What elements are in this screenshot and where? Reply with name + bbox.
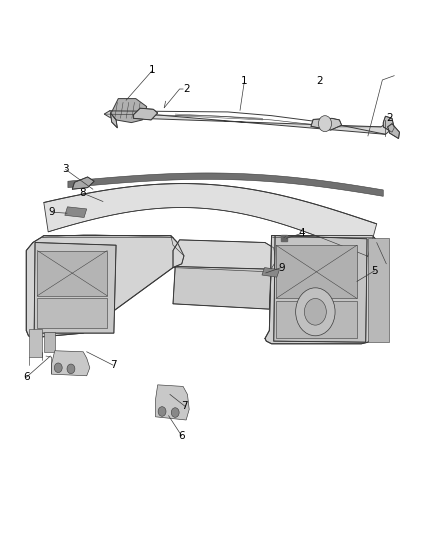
Polygon shape bbox=[110, 99, 147, 123]
Text: 7: 7 bbox=[181, 401, 188, 411]
Polygon shape bbox=[262, 268, 279, 277]
Bar bbox=[276, 245, 357, 298]
Bar bbox=[44, 332, 55, 352]
Text: 5: 5 bbox=[371, 266, 378, 276]
Text: 9: 9 bbox=[48, 207, 55, 217]
Bar bbox=[37, 298, 107, 328]
Polygon shape bbox=[44, 183, 377, 256]
Polygon shape bbox=[173, 266, 272, 309]
Circle shape bbox=[318, 116, 332, 132]
Bar bbox=[368, 238, 389, 342]
Circle shape bbox=[296, 288, 335, 336]
Polygon shape bbox=[52, 351, 90, 376]
Polygon shape bbox=[72, 177, 94, 189]
Bar bbox=[37, 251, 107, 296]
Text: 2: 2 bbox=[386, 114, 393, 123]
Circle shape bbox=[304, 298, 326, 325]
Polygon shape bbox=[311, 118, 342, 130]
Bar bbox=[276, 301, 357, 338]
Text: 6: 6 bbox=[178, 431, 185, 441]
Bar bbox=[29, 329, 42, 357]
Text: 4: 4 bbox=[298, 229, 305, 238]
Text: 1: 1 bbox=[149, 66, 156, 75]
Polygon shape bbox=[26, 236, 184, 338]
Polygon shape bbox=[68, 173, 383, 196]
Text: 7: 7 bbox=[110, 360, 117, 370]
Polygon shape bbox=[104, 111, 392, 134]
Text: 6: 6 bbox=[23, 373, 30, 382]
Polygon shape bbox=[65, 207, 87, 217]
Circle shape bbox=[158, 407, 166, 416]
Text: 8: 8 bbox=[79, 188, 86, 198]
Text: 1: 1 bbox=[241, 76, 248, 86]
Polygon shape bbox=[388, 124, 399, 139]
Polygon shape bbox=[265, 236, 386, 344]
Text: 3: 3 bbox=[62, 165, 69, 174]
Polygon shape bbox=[34, 243, 116, 333]
Polygon shape bbox=[155, 385, 189, 420]
Circle shape bbox=[171, 408, 179, 417]
Polygon shape bbox=[383, 116, 394, 132]
Circle shape bbox=[67, 364, 75, 374]
Polygon shape bbox=[173, 240, 276, 272]
Text: 2: 2 bbox=[316, 76, 323, 86]
Circle shape bbox=[54, 363, 62, 373]
Polygon shape bbox=[274, 236, 367, 342]
Polygon shape bbox=[134, 108, 158, 120]
Polygon shape bbox=[110, 113, 117, 128]
Text: 2: 2 bbox=[183, 84, 190, 94]
Text: 9: 9 bbox=[278, 263, 285, 272]
